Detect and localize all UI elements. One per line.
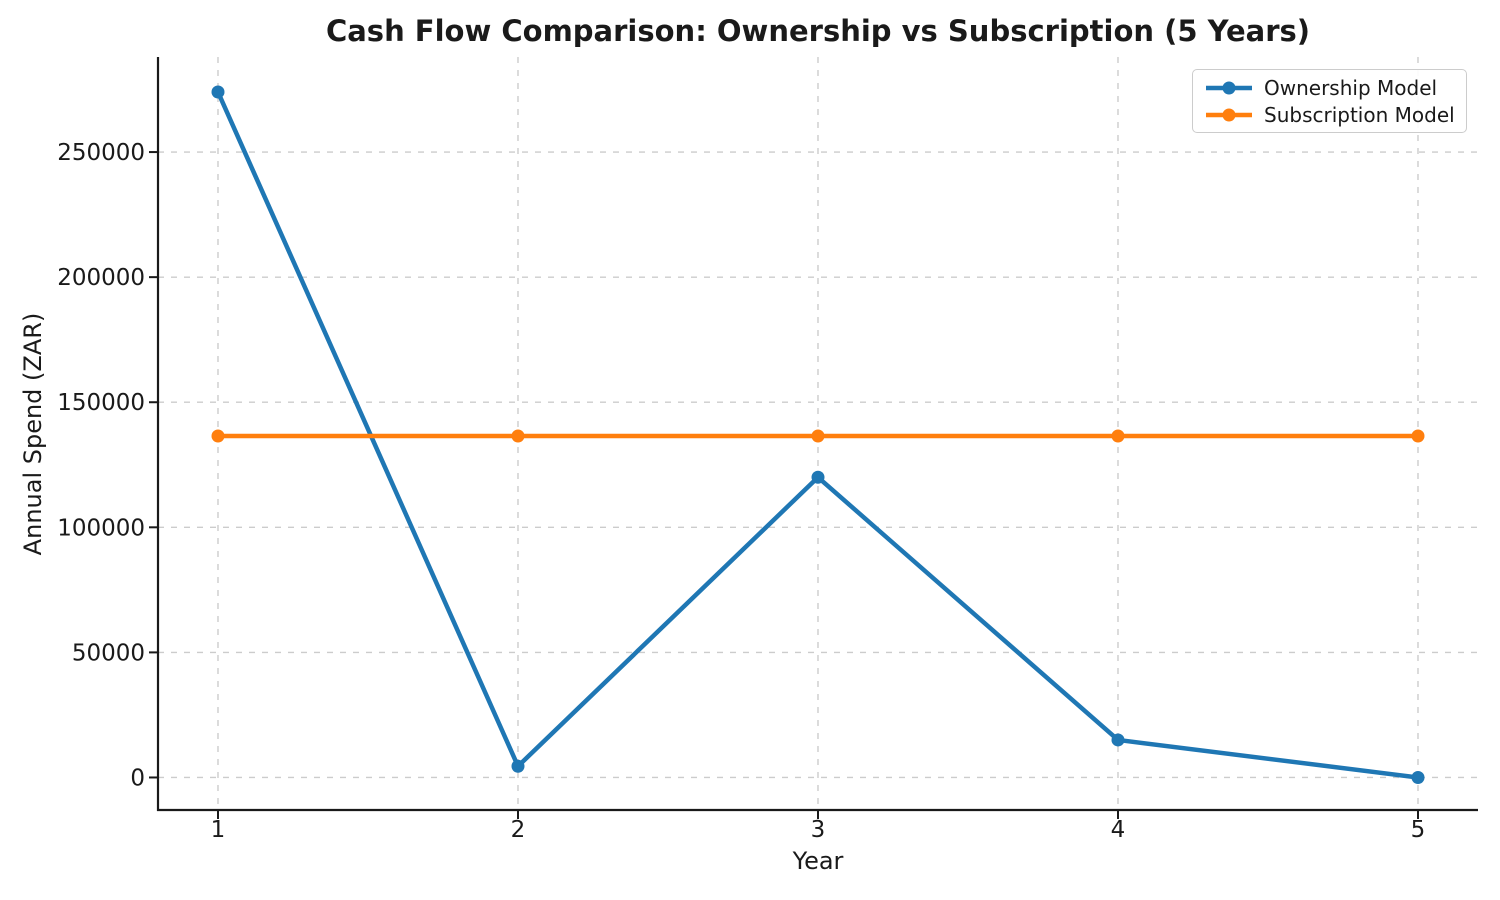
legend-item-label: Ownership Model [1264,75,1438,100]
subscription-model-marker [811,429,825,443]
ownership-model-marker [811,470,825,484]
subscription-model-marker [511,429,525,443]
legend-item-label: Subscription Model [1264,102,1455,127]
y-tick-label: 250000 [57,140,145,166]
y-tick-label: 150000 [57,390,145,416]
x-tick-label: 4 [1111,817,1126,843]
subscription-model-marker [1411,429,1425,443]
subscription-model-marker [211,429,225,443]
ownership-model-marker [511,759,525,773]
y-tick-label: 100000 [57,515,145,541]
ownership-model-marker [211,85,225,99]
legend-item: Ownership Model [1204,78,1466,98]
legend: Ownership Model Subscription Model [1192,69,1467,133]
legend-line-sample-icon [1206,108,1252,121]
x-tick-label: 2 [511,817,526,843]
x-tick-label: 5 [1411,817,1426,843]
legend-item: Subscription Model [1204,105,1466,125]
chart-title: Cash Flow Comparison: Ownership vs Subsc… [325,14,1311,48]
x-tick-label: 1 [211,817,226,843]
legend-line-sample-icon [1206,81,1252,94]
y-tick-label: 0 [130,765,145,791]
ownership-model-marker [1411,770,1425,784]
ownership-model-marker [1111,733,1125,747]
legend-sample-marker [1222,81,1236,94]
x-tick-label: 3 [811,817,826,843]
y-tick-label: 50000 [72,640,145,666]
x-axis-label: Year [792,847,844,875]
y-tick-label: 200000 [57,265,145,291]
legend-sample-marker [1222,108,1236,121]
subscription-model-marker [1111,429,1125,443]
